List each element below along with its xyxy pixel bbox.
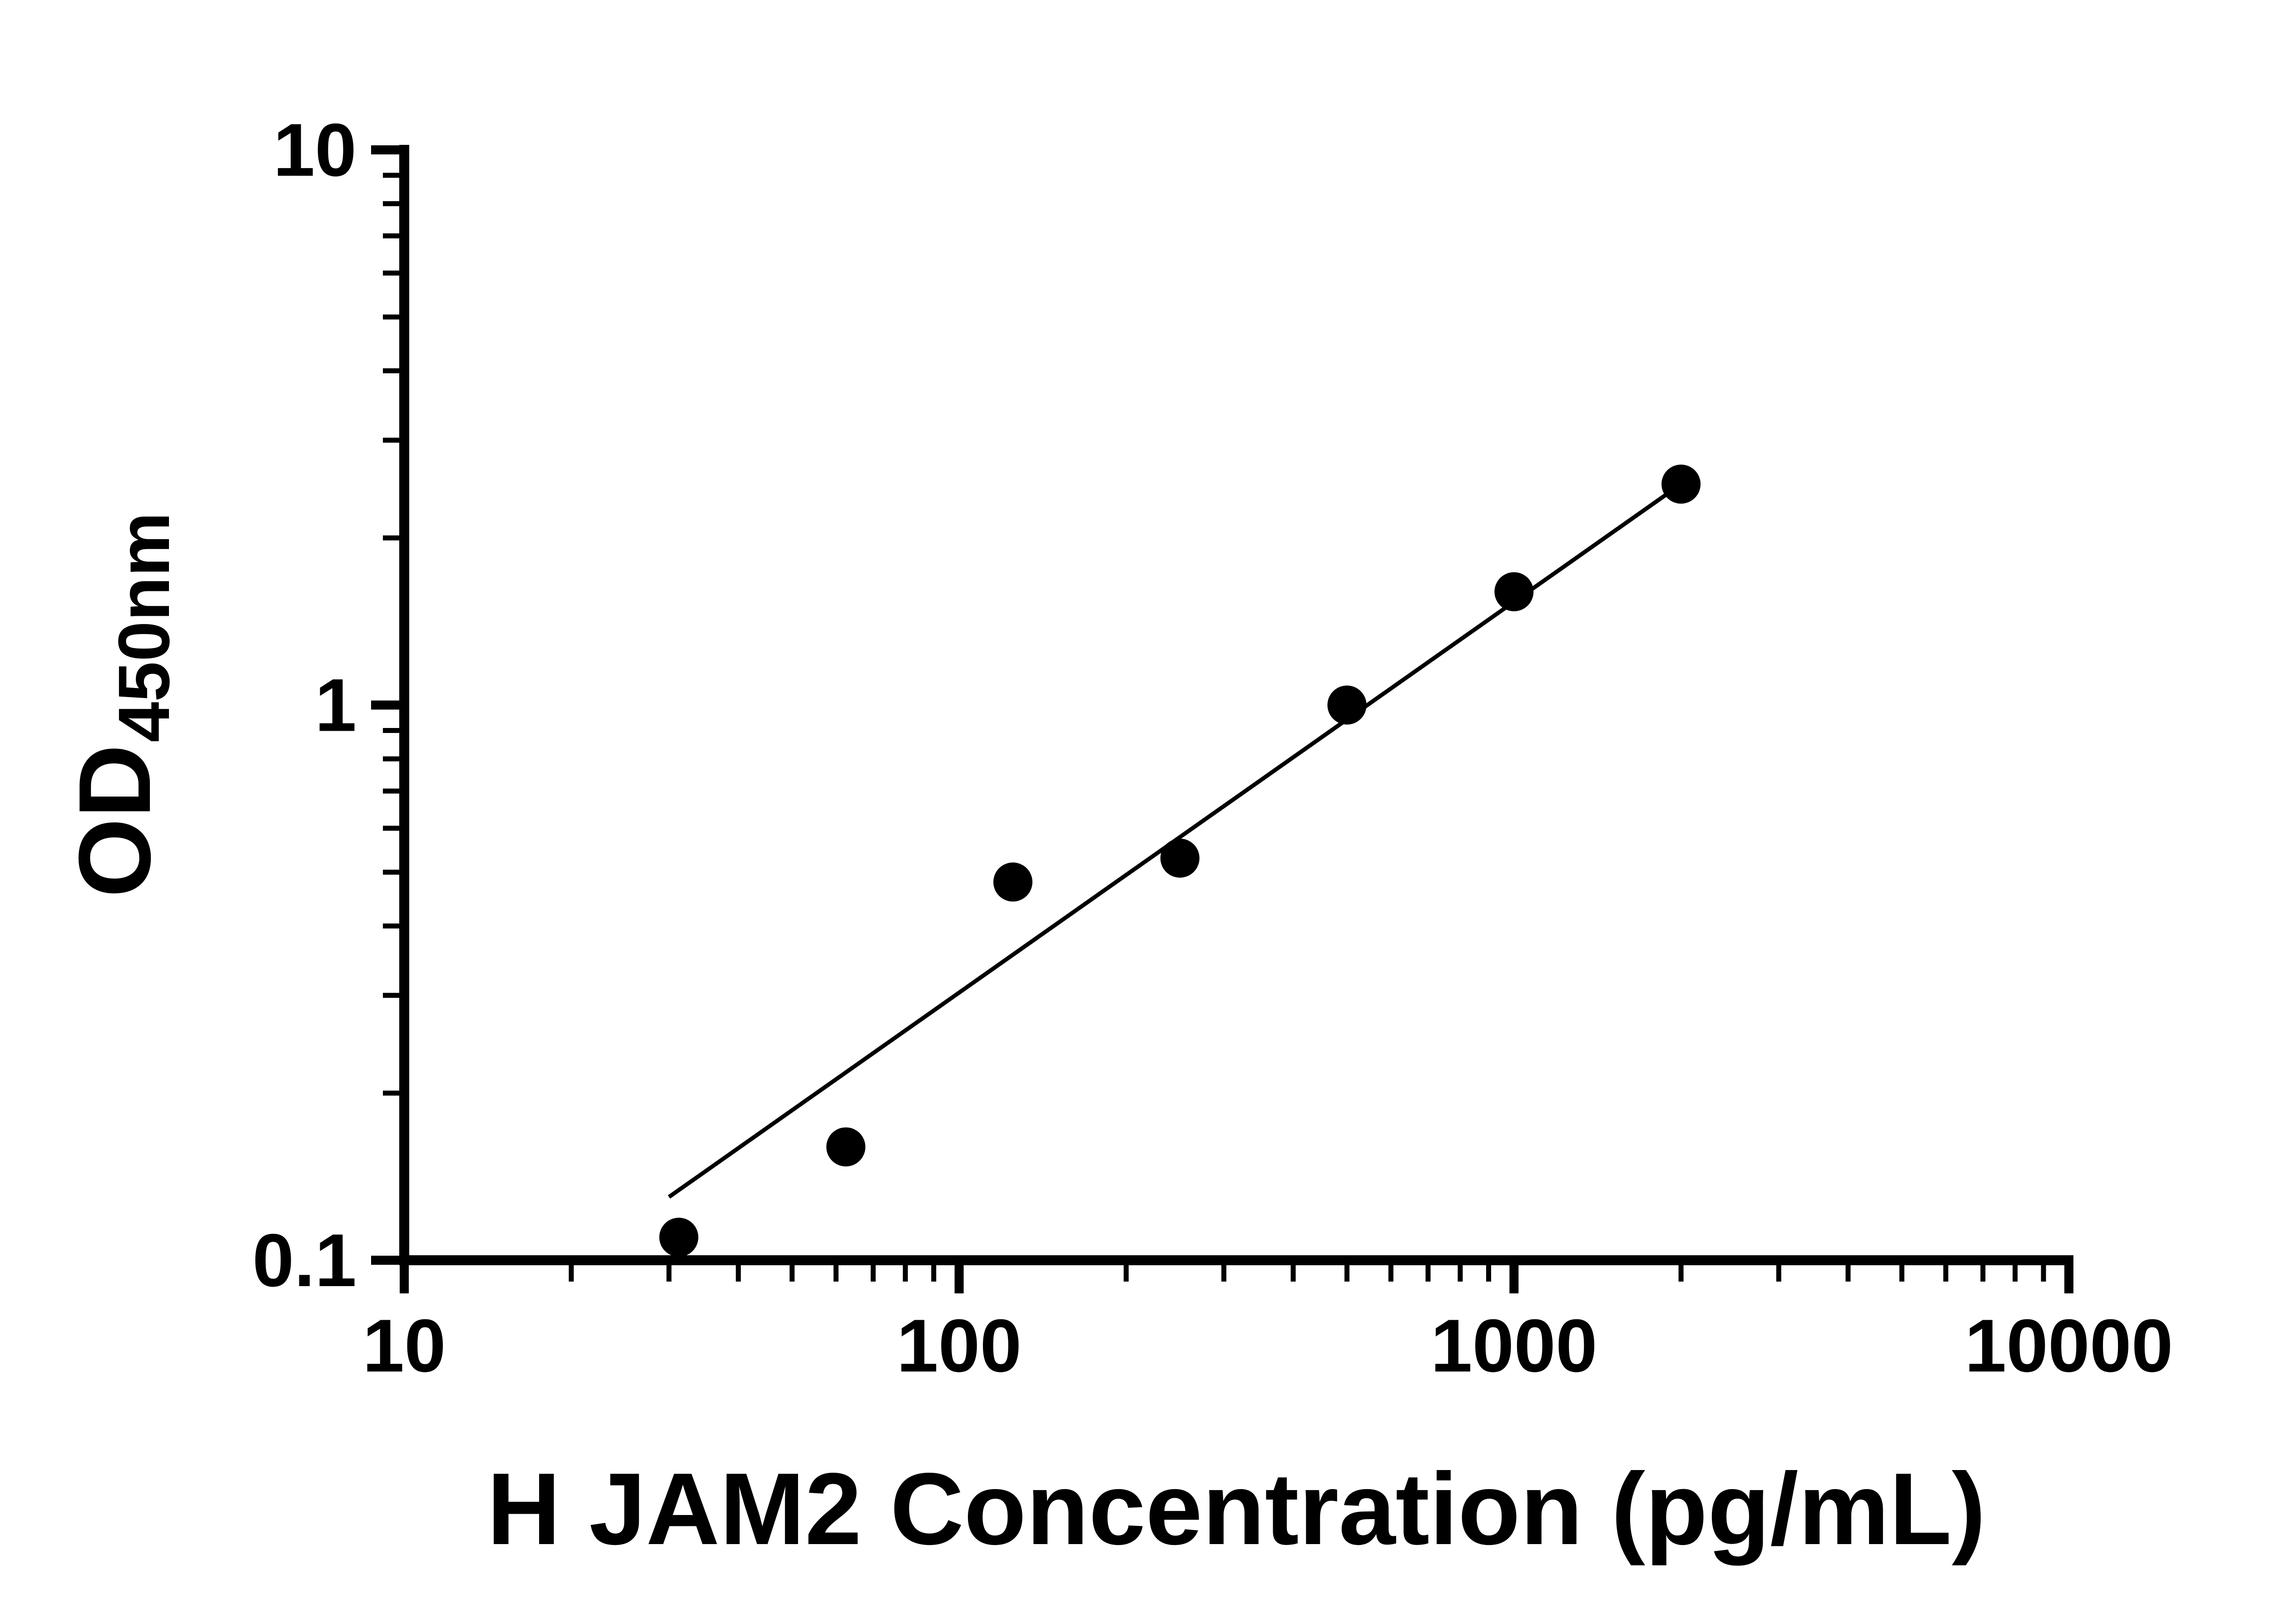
y-tick-label: 1: [315, 663, 357, 747]
y-axis-title-sub: 450nm: [103, 512, 184, 743]
x-tick-label: 100: [897, 1304, 1021, 1387]
y-tick-label: 0.1: [253, 1218, 357, 1302]
x-tick-label: 10: [362, 1304, 446, 1387]
x-tick-label: 1000: [1431, 1304, 1597, 1387]
axes: [399, 145, 2073, 1265]
y-axis-title: OD 450nm: [57, 512, 184, 898]
data-point: [1661, 465, 1701, 504]
minor-ticks: [383, 173, 2046, 1282]
data-point: [1160, 838, 1200, 878]
y-tick-label: 10: [273, 108, 357, 192]
x-tick-labels: 10 100 1000 10000: [362, 1304, 2173, 1387]
major-ticks: [371, 145, 2073, 1293]
data-points: [659, 465, 1701, 1257]
data-point: [993, 862, 1033, 902]
data-point: [826, 1127, 866, 1167]
data-point: [1494, 572, 1534, 611]
x-tick-label: 10000: [1965, 1304, 2173, 1387]
data-point: [659, 1218, 699, 1257]
data-point: [1327, 685, 1367, 725]
y-axis-title-main: OD: [57, 744, 172, 898]
x-axis-title: H JAM2 Concentration (pg/mL): [487, 1451, 1986, 1566]
y-tick-labels: 0.1 1 10: [253, 108, 357, 1302]
